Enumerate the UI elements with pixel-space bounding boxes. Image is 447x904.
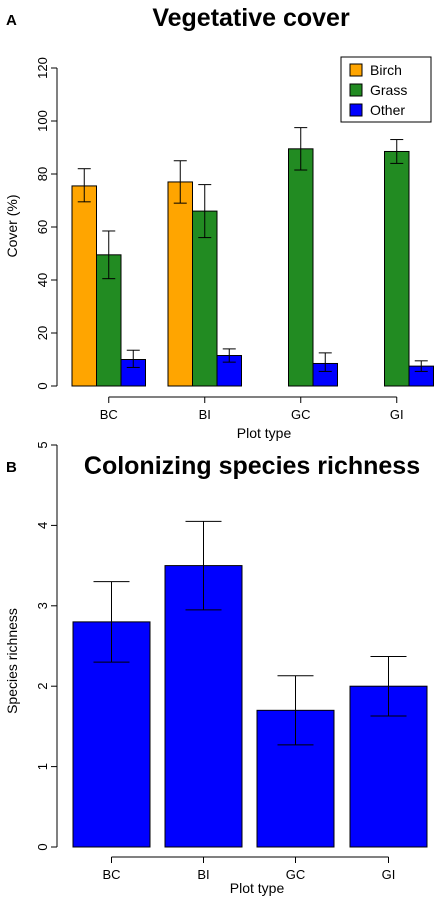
chart-a-y-tick-label: 100 bbox=[35, 110, 50, 132]
chart-a-legend: Birch Grass Other bbox=[340, 56, 432, 123]
chart-a-legend-label-birch: Birch bbox=[370, 62, 402, 78]
chart-a-x-tick-label: GI bbox=[390, 407, 404, 422]
chart-b-x-tick-label: BC bbox=[102, 867, 120, 882]
chart-b-y-tick-label: 0 bbox=[35, 843, 50, 850]
chart-a-y-tick-label: 120 bbox=[35, 57, 50, 79]
chart-b-ylabel: Species richness bbox=[4, 608, 20, 714]
chart-a-bar-grass bbox=[384, 150, 410, 387]
chart-a-y-tick-label: 40 bbox=[35, 273, 50, 287]
chart-a-y-tick-label: 60 bbox=[35, 220, 50, 234]
chart-b-y-tick-label: 3 bbox=[35, 602, 50, 609]
chart-b-x-tick-label: GC bbox=[286, 867, 306, 882]
chart-a-plot: 0 20 40 60 80 100 120 BC BI GC GI Birch Grass Other bbox=[35, 56, 434, 422]
chart-b-x-tick-label: BI bbox=[197, 867, 209, 882]
panel-b-letter: B bbox=[6, 459, 17, 476]
chart-b-y-tick-label: 5 bbox=[35, 441, 50, 448]
chart-a-x-tick-label: GC bbox=[291, 407, 311, 422]
chart-a-legend-label-grass: Grass bbox=[370, 82, 407, 98]
chart-b-x-tick-label: GI bbox=[382, 867, 396, 882]
chart-b-bar bbox=[164, 565, 243, 848]
chart-a-y-tick-label: 80 bbox=[35, 167, 50, 181]
chart-b-y-tick-label: 1 bbox=[35, 763, 50, 770]
chart-a-bar-grass bbox=[288, 148, 314, 387]
panel-a-letter: A bbox=[6, 12, 17, 29]
chart-a-legend-swatch-grass bbox=[349, 83, 363, 97]
chart-a-legend-swatch-other bbox=[349, 103, 363, 117]
chart-a-bar-birch bbox=[167, 181, 193, 387]
chart-b-y-tick-label: 2 bbox=[35, 683, 50, 690]
chart-a-y-tick-label: 20 bbox=[35, 326, 50, 340]
chart-a-bar-birch bbox=[71, 185, 97, 387]
chart-a-ylabel: Cover (%) bbox=[4, 194, 20, 257]
chart-a-legend-label-other: Other bbox=[370, 102, 405, 118]
chart-a-title: Vegetative cover bbox=[152, 4, 350, 32]
chart-b-y-tick-label: 4 bbox=[35, 522, 50, 529]
chart-a-y-tick-label: 0 bbox=[35, 382, 50, 389]
chart-a-xlabel: Plot type bbox=[237, 425, 292, 441]
chart-a-x-tick-label: BI bbox=[199, 407, 211, 422]
chart-a-legend-swatch-birch bbox=[349, 63, 363, 77]
chart-a-x-tick-label: BC bbox=[100, 407, 118, 422]
chart-b-title: Colonizing species richness bbox=[84, 452, 420, 480]
chart-b-plot: 0 1 2 3 4 5 BC BI GC GI bbox=[35, 441, 428, 882]
chart-b-xlabel: Plot type bbox=[230, 880, 285, 896]
